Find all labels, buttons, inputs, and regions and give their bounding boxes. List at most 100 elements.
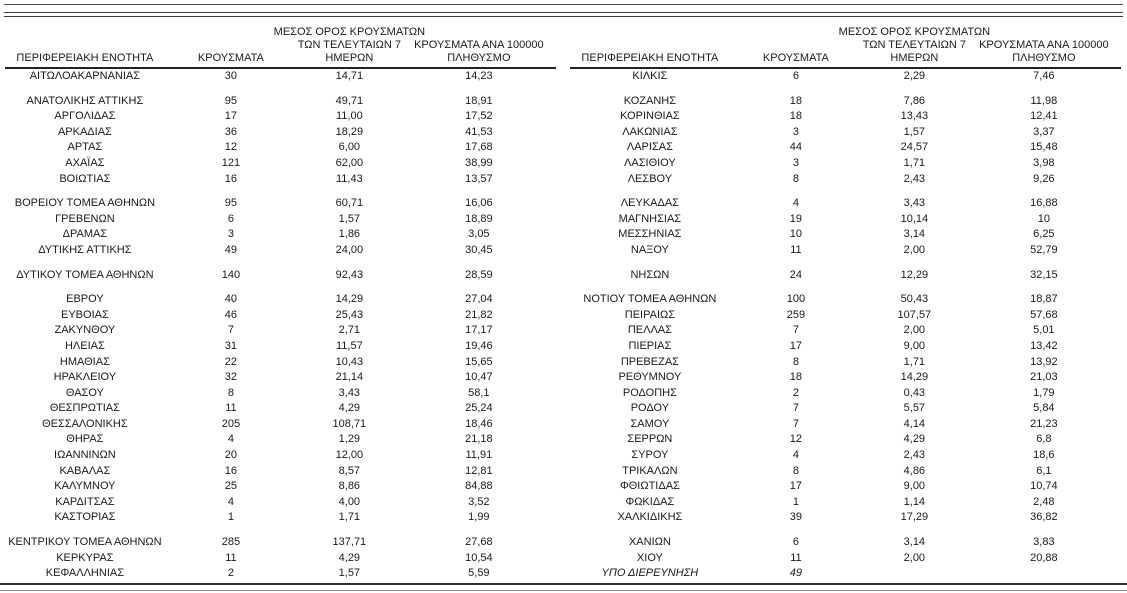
table-row: ΑΙΤΩΛΟΑΚΑΡΝΑΝΙΑΣ 30 14,71 14,23 xyxy=(5,68,556,85)
per100k-cell xyxy=(967,566,1121,582)
table-row: ΝΟΤΙΟΥ ΤΟΜΕΑ ΑΘΗΝΩΝ 100 50,43 18,87 xyxy=(570,292,1121,308)
region-cell: ΚΑΣΤΟΡΙΑΣ xyxy=(54,511,116,524)
table-row: ΑΡΓΟΛΙΔΑΣ 17 11,00 17,52 xyxy=(5,109,556,125)
cases-cell: 46 xyxy=(224,308,238,321)
table-row: ΠΕΙΡΑΙΩΣ 259 107,57 57,68 xyxy=(570,308,1121,324)
avg7-cell: 3,14 xyxy=(903,228,926,241)
table-row: ΒΟΙΩΤΙΑΣ 16 11,43 13,57 xyxy=(5,172,556,188)
cases-cell: 24 xyxy=(789,268,803,281)
cases-cell: 32 xyxy=(224,371,238,384)
column-header-cases: ΚΡΟΥΣΜΑΤΑ xyxy=(197,52,264,64)
avg7-cell: 12,00 xyxy=(335,449,364,462)
cases-cell: 20 xyxy=(224,449,238,462)
table-row: ΚΙΛΚΙΣ 6 2,29 7,46 xyxy=(570,68,1121,85)
per100k-cell: 17,68 xyxy=(465,141,493,154)
table-row: ΑΧΑΪΑΣ 121 62,00 38,99 xyxy=(5,156,556,172)
cases-cell: 31 xyxy=(224,339,238,352)
cases-cell: 17 xyxy=(224,110,238,123)
per100k-cell: 84,88 xyxy=(465,480,493,493)
cases-cell: 95 xyxy=(224,197,238,210)
region-cell: ΕΒΡΟΥ xyxy=(66,293,104,306)
region-cell: ΝΟΤΙΟΥ ΤΟΜΕΑ ΑΘΗΝΩΝ xyxy=(583,293,717,306)
region-cell: ΔΥΤΙΚΟΥ ΤΟΜΕΑ ΑΘΗΝΩΝ xyxy=(16,268,154,281)
per100k-cell: 30,45 xyxy=(465,243,493,256)
spacer-row xyxy=(5,259,556,268)
per100k-cell: 15,65 xyxy=(465,355,493,368)
spacer-cell xyxy=(570,259,1121,268)
region-cell: ΚΑΒΑΛΑΣ xyxy=(59,464,111,477)
per100k-cell: 21,23 xyxy=(1030,417,1058,430)
column-header-region: ΠΕΡΙΦΕΡΕΙΑΚΗ ΕΝΟΤΗΤΑ xyxy=(581,52,719,64)
table-row: ΚΟΖΑΝΗΣ 18 7,86 11,98 xyxy=(570,94,1121,110)
per100k-cell: 18,6 xyxy=(1033,449,1055,462)
region-cell: ΤΡΙΚΑΛΩΝ xyxy=(622,464,678,477)
cases-cell: 8 xyxy=(792,172,799,185)
tables-container: ΠΕΡΙΦΕΡΕΙΑΚΗ ΕΝΟΤΗΤΑ ΚΡΟΥΣΜΑΤΑ ΜΕΣΟΣ ΟΡΟ… xyxy=(5,26,1121,582)
avg7-cell: 60,71 xyxy=(335,197,364,210)
table-row: ΘΕΣΣΑΛΟΝΙΚΗΣ 205 108,71 18,46 xyxy=(5,417,556,433)
per100k-cell: 18,46 xyxy=(465,417,493,430)
region-cell: ΚΑΡΔΙΤΣΑΣ xyxy=(55,495,115,508)
table-row: ΕΒΡΟΥ 40 14,29 27,04 xyxy=(5,292,556,308)
table-row: ΗΜΑΘΙΑΣ 22 10,43 15,65 xyxy=(5,355,556,371)
region-cell: ΜΕΣΣΗΝΙΑΣ xyxy=(618,228,682,241)
per100k-cell: 1,79 xyxy=(1033,386,1055,399)
column-header-per100k: ΚΡΟΥΣΜΑΤΑ ΑΝΑ 100000 ΠΛΗΘΥΣΜΟ xyxy=(967,26,1121,68)
cases-cell: 40 xyxy=(224,293,238,306)
region-cell: ΡΕΘΥΜΝΟΥ xyxy=(618,371,682,384)
table-row: ΗΛΕΙΑΣ 31 11,57 19,46 xyxy=(5,339,556,355)
table-row: ΛΕΣΒΟΥ 8 2,43 9,26 xyxy=(570,172,1121,188)
avg7-cell: 2,43 xyxy=(903,449,926,462)
cases-cell: 18 xyxy=(789,371,803,384)
table-row: ΜΑΓΝΗΣΙΑΣ 19 10,14 10 xyxy=(570,212,1121,228)
cases-cell: 18 xyxy=(789,110,803,123)
avg7-cell: 49,71 xyxy=(335,94,364,107)
cases-cell: 17 xyxy=(789,339,803,352)
regional-units-table-left: ΠΕΡΙΦΕΡΕΙΑΚΗ ΕΝΟΤΗΤΑ ΚΡΟΥΣΜΑΤΑ ΜΕΣΟΣ ΟΡΟ… xyxy=(5,26,556,582)
cases-cell: 4 xyxy=(792,197,799,210)
bottom-rule xyxy=(0,583,1127,591)
per100k-cell: 58,1 xyxy=(468,386,490,399)
avg7-cell: 2,29 xyxy=(903,70,926,82)
header-row: ΠΕΡΙΦΕΡΕΙΑΚΗ ΕΝΟΤΗΤΑ ΚΡΟΥΣΜΑΤΑ ΜΕΣΟΣ ΟΡΟ… xyxy=(570,26,1121,68)
region-cell: ΑΝΑΤΟΛΙΚΗΣ ΑΤΤΙΚΗΣ xyxy=(26,94,144,107)
region-cell: ΡΟΔΟΠΗΣ xyxy=(622,386,677,399)
cases-cell: 11 xyxy=(790,551,802,564)
cases-cell: 11 xyxy=(225,551,237,564)
per100k-cell: 10,47 xyxy=(465,371,493,384)
avg7-cell: 11,43 xyxy=(336,172,363,185)
table-row: ΧΑΝΙΩΝ 6 3,14 3,83 xyxy=(570,535,1121,551)
table-row: ΥΠΟ ΔΙΕΡΕΥΝΗΣΗ 49 xyxy=(570,566,1121,582)
cases-cell: 285 xyxy=(221,536,241,549)
avg7-cell: 2,00 xyxy=(903,551,926,564)
per100k-cell: 16,88 xyxy=(1030,197,1058,210)
avg7-cell: 1,86 xyxy=(338,228,361,241)
per100k-cell: 21,82 xyxy=(465,308,493,321)
table-row: ΠΕΛΛΑΣ 7 2,00 5,01 xyxy=(570,323,1121,339)
avg7-cell: 12,29 xyxy=(900,268,929,281)
cases-cell: 44 xyxy=(789,141,803,154)
table-row: ΡΟΔΟΠΗΣ 2 0,43 1,79 xyxy=(570,386,1121,402)
per100k-cell: 18,89 xyxy=(465,212,493,225)
avg7-cell: 14,29 xyxy=(335,293,364,306)
column-header-region: ΠΕΡΙΦΕΡΕΙΑΚΗ ΕΝΟΤΗΤΑ xyxy=(16,52,154,64)
table-row: ΤΡΙΚΑΛΩΝ 8 4,86 6,1 xyxy=(570,464,1121,480)
region-cell: ΘΗΡΑΣ xyxy=(66,433,104,446)
per100k-cell: 17,52 xyxy=(465,110,493,123)
table-row: ΛΑΚΩΝΙΑΣ 3 1,57 3,37 xyxy=(570,125,1121,141)
per100k-cell: 19,46 xyxy=(465,339,493,352)
table-row: ΡΕΘΥΜΝΟΥ 18 14,29 21,03 xyxy=(570,370,1121,386)
cases-cell: 8 xyxy=(792,464,799,477)
region-cell: ΚΕΡΚΥΡΑΣ xyxy=(56,551,114,564)
avg7-cell: 1,57 xyxy=(338,212,361,225)
avg7-cell: 107,57 xyxy=(897,308,932,321)
per100k-cell: 3,37 xyxy=(1033,125,1055,138)
per100k-cell: 12,41 xyxy=(1030,110,1058,123)
per100k-cell: 3,52 xyxy=(468,495,490,508)
avg7-cell: 2,71 xyxy=(338,324,361,337)
region-cell: ΧΑΛΚΙΔΙΚΗΣ xyxy=(617,511,683,524)
avg7-cell: 8,86 xyxy=(338,480,361,493)
region-cell: ΛΑΣΙΘΙΟΥ xyxy=(624,156,676,169)
region-cell: ΜΑΓΝΗΣΙΑΣ xyxy=(618,212,682,225)
spacer-row xyxy=(570,85,1121,94)
